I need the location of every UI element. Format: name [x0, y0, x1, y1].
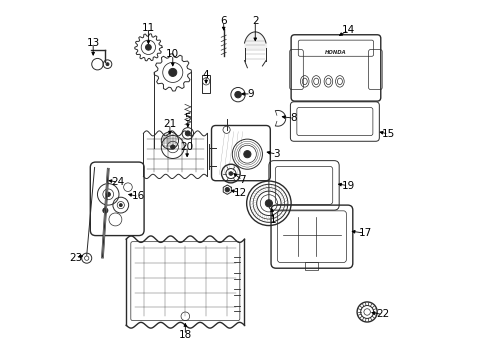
Text: 5: 5: [184, 113, 191, 123]
Circle shape: [224, 188, 229, 192]
Text: 20: 20: [180, 141, 193, 152]
Text: 2: 2: [251, 17, 258, 27]
Text: 10: 10: [166, 49, 179, 59]
Text: 18: 18: [178, 330, 192, 340]
Text: 17: 17: [358, 228, 371, 238]
Circle shape: [102, 208, 108, 213]
Text: 4: 4: [203, 70, 209, 80]
Text: 6: 6: [220, 17, 226, 27]
Text: 12: 12: [233, 188, 246, 198]
Text: 23: 23: [69, 253, 82, 263]
Text: 11: 11: [142, 23, 155, 33]
Text: HONDA: HONDA: [325, 50, 346, 55]
Text: 21: 21: [163, 119, 176, 129]
Bar: [305, 262, 318, 270]
Circle shape: [170, 145, 175, 149]
Text: 8: 8: [290, 113, 297, 123]
Text: 16: 16: [132, 192, 145, 202]
Circle shape: [106, 192, 110, 197]
Circle shape: [228, 172, 232, 175]
Circle shape: [119, 204, 122, 207]
Circle shape: [234, 91, 241, 98]
Text: 3: 3: [273, 149, 280, 159]
Text: 24: 24: [111, 177, 124, 187]
Circle shape: [185, 131, 190, 136]
Text: 15: 15: [381, 129, 394, 139]
Circle shape: [106, 63, 109, 66]
Text: 22: 22: [375, 310, 388, 319]
Circle shape: [168, 68, 177, 76]
Text: 19: 19: [341, 181, 354, 191]
Circle shape: [145, 44, 151, 50]
Text: 7: 7: [239, 175, 245, 185]
Text: 13: 13: [86, 38, 100, 48]
Text: 1: 1: [269, 215, 276, 225]
Text: 14: 14: [341, 25, 354, 35]
Text: 9: 9: [247, 89, 254, 99]
Circle shape: [265, 200, 272, 207]
Circle shape: [244, 150, 250, 158]
